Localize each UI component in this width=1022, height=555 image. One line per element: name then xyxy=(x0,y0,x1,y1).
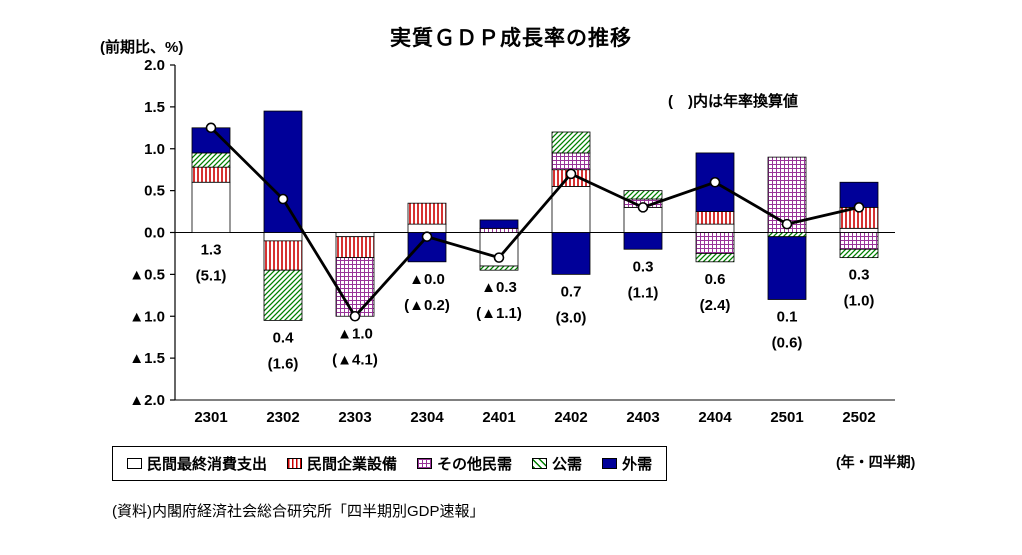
legend-label: 外需 xyxy=(622,456,653,473)
svg-text:▲0.5: ▲0.5 xyxy=(129,266,165,283)
svg-text:1.0: 1.0 xyxy=(144,141,165,158)
annualized-note: ( )内は年率換算値 xyxy=(668,93,798,110)
line-marker xyxy=(565,168,577,180)
legend-item-0: 民間最終消費支出 xyxy=(127,453,267,474)
svg-text:0.7: 0.7 xyxy=(561,283,582,300)
svg-text:▲1.5: ▲1.5 xyxy=(129,350,165,367)
svg-text:2403: 2403 xyxy=(626,409,659,426)
svg-text:1.5: 1.5 xyxy=(144,99,165,116)
svg-text:(▲4.1): (▲4.1) xyxy=(332,351,378,368)
svg-text:(1.6): (1.6) xyxy=(268,355,299,372)
svg-text:2501: 2501 xyxy=(770,409,803,426)
svg-text:▲2.0: ▲2.0 xyxy=(129,392,165,409)
line-marker xyxy=(205,122,217,134)
legend-label: 民間最終消費支出 xyxy=(147,456,268,473)
legend: 民間最終消費支出 民間企業設備 その他民需 公需 外需 xyxy=(112,446,668,481)
svg-text:2401: 2401 xyxy=(482,409,515,426)
svg-text:(▲1.1): (▲1.1) xyxy=(476,305,522,322)
legend-item-1: 民間企業設備 xyxy=(287,453,397,474)
gdp-total-line xyxy=(210,126,860,319)
svg-text:▲0.0: ▲0.0 xyxy=(409,271,445,288)
line-marker xyxy=(853,202,865,213)
stacked-bars xyxy=(191,110,879,321)
svg-text:(1.1): (1.1) xyxy=(628,284,659,301)
svg-text:0.1: 0.1 xyxy=(777,309,798,326)
svg-text:(▲0.2): (▲0.2) xyxy=(404,297,450,314)
svg-text:0.5: 0.5 xyxy=(144,183,165,200)
source-note: (資料)内閣府経済社会総合研究所「四半期別GDP速報」 xyxy=(112,503,485,520)
legend-label: 民間企業設備 xyxy=(307,456,398,473)
legend-swatch-white xyxy=(127,458,142,469)
legend-swatch-red-vertical-stripes xyxy=(287,458,303,469)
y-axis-tick-labels: 2.0 1.5 1.0 0.5 0.0 ▲0.5 ▲1.0 ▲1.5 ▲2.0 xyxy=(129,57,165,409)
x-axis-tick-labels: 2301 2302 2303 2304 2401 2402 2403 2404 2501 2502 xyxy=(194,409,875,426)
legend-item-4: 外需 xyxy=(602,453,652,474)
line-marker xyxy=(781,218,793,230)
svg-text:(0.6): (0.6) xyxy=(772,335,803,352)
legend-item-2: その他民需 xyxy=(417,453,512,474)
legend-swatch-navy-solid xyxy=(602,458,618,469)
svg-text:2502: 2502 xyxy=(842,409,875,426)
legend-item-3: 公需 xyxy=(532,453,582,474)
svg-text:2304: 2304 xyxy=(410,409,444,426)
legend-label: 公需 xyxy=(552,456,583,473)
svg-text:(5.1): (5.1) xyxy=(196,268,227,285)
legend-swatch-purple-grid xyxy=(417,458,433,469)
legend-swatch-green-diagonal xyxy=(532,458,548,469)
line-marker xyxy=(349,310,361,322)
svg-text:2303: 2303 xyxy=(338,409,371,426)
y-axis-unit-label: (前期比、%) xyxy=(100,39,184,56)
svg-text:(3.0): (3.0) xyxy=(556,309,587,326)
line-marker xyxy=(493,252,505,263)
svg-text:1.3: 1.3 xyxy=(201,242,222,259)
svg-text:0.4: 0.4 xyxy=(273,329,295,346)
legend-label: その他民需 xyxy=(437,456,513,473)
x-axis-unit-label: (年・四半期) xyxy=(836,454,916,470)
svg-text:▲1.0: ▲1.0 xyxy=(129,308,165,325)
svg-text:2402: 2402 xyxy=(554,409,587,426)
chart-title: 実質ＧＤＰ成長率の推移 xyxy=(390,27,632,50)
svg-text:0.3: 0.3 xyxy=(849,267,870,284)
svg-text:(2.4): (2.4) xyxy=(700,297,731,314)
line-marker xyxy=(637,202,649,213)
svg-text:(1.0): (1.0) xyxy=(844,293,875,310)
bar-value-labels: 1.3 (5.1) 0.4 (1.6) ▲1.0 (▲4.1) ▲0.0 (▲0.2) ▲0.3… xyxy=(196,242,875,373)
svg-text:▲1.0: ▲1.0 xyxy=(337,325,373,342)
line-marker xyxy=(421,231,433,242)
svg-text:2404: 2404 xyxy=(698,409,732,426)
svg-text:0.6: 0.6 xyxy=(705,271,726,288)
svg-text:2.0: 2.0 xyxy=(144,57,165,74)
svg-text:▲0.3: ▲0.3 xyxy=(481,279,517,296)
svg-text:0.0: 0.0 xyxy=(144,225,165,242)
line-marker xyxy=(277,193,289,205)
svg-text:2302: 2302 xyxy=(266,409,299,426)
svg-text:2301: 2301 xyxy=(194,409,227,426)
line-marker xyxy=(709,176,721,188)
svg-text:0.3: 0.3 xyxy=(633,258,654,275)
